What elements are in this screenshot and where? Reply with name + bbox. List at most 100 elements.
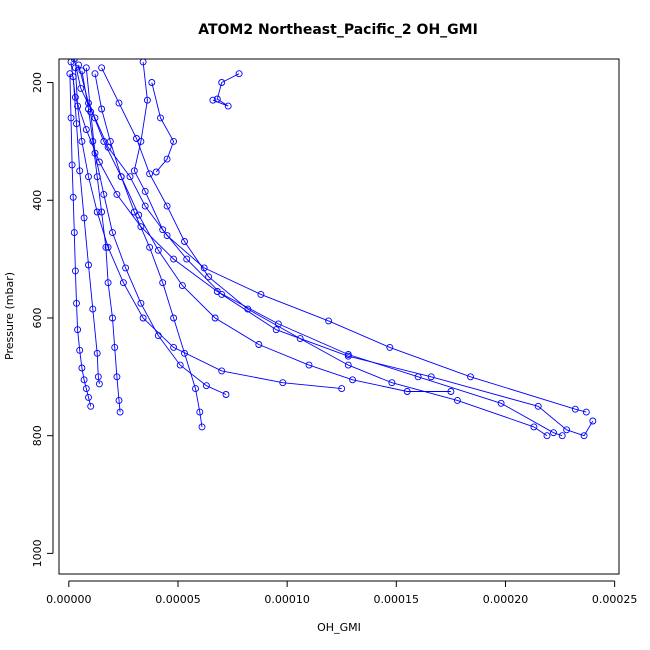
data-point (427, 373, 435, 381)
series-6 (98, 64, 551, 440)
data-point (122, 264, 130, 272)
data-point (119, 279, 127, 287)
data-point (159, 226, 167, 234)
data-point (91, 70, 99, 78)
data-point (272, 326, 280, 334)
series-12 (69, 73, 103, 388)
series-line (74, 67, 342, 390)
data-point (141, 202, 149, 210)
series-11 (91, 70, 206, 431)
data-point (85, 261, 92, 269)
y-tick-label: 1000 (31, 539, 44, 567)
data-point (218, 367, 226, 375)
data-point (69, 193, 77, 201)
data-point (447, 388, 455, 395)
data-point (104, 279, 112, 287)
data-point (85, 173, 92, 181)
data-point (98, 208, 106, 216)
data-point (211, 314, 219, 322)
data-point (181, 238, 188, 245)
y-axis-label: Pressure (mbar) (3, 272, 16, 360)
data-point (94, 373, 102, 381)
data-point (196, 408, 204, 416)
series-line (81, 70, 121, 413)
data-point (157, 114, 164, 122)
data-point (126, 173, 134, 181)
data-point (67, 59, 75, 66)
data-point (170, 137, 178, 145)
data-point (95, 158, 103, 166)
x-tick-label: 0.00005 (155, 593, 201, 606)
data-point (67, 114, 75, 122)
data-point (73, 120, 80, 128)
data-point (550, 429, 557, 437)
data-point (87, 402, 95, 410)
data-point (205, 273, 213, 281)
data-point (111, 343, 119, 351)
series-line (212, 73, 240, 107)
data-point (244, 305, 252, 313)
data-point (137, 223, 145, 231)
data-point (170, 314, 178, 322)
data-point (148, 79, 156, 86)
data-point (78, 137, 86, 145)
data-point (571, 405, 579, 413)
y-tick-label: 600 (31, 308, 44, 329)
data-point (170, 343, 178, 351)
data-point (530, 423, 538, 431)
data-point (113, 190, 121, 198)
data-point (116, 408, 124, 416)
series-line (133, 61, 594, 437)
data-point (68, 161, 76, 169)
data-point (85, 393, 92, 401)
data-point (344, 352, 352, 360)
data-point (109, 229, 116, 237)
series-line (101, 67, 548, 437)
series-13 (82, 64, 230, 398)
data-point (235, 70, 243, 78)
data-point (100, 137, 108, 145)
data-point (163, 232, 171, 240)
data-point (255, 341, 263, 348)
data-point (274, 320, 282, 328)
data-point (386, 343, 394, 351)
data-point (87, 108, 95, 116)
series-line (69, 73, 92, 407)
data-point (338, 385, 346, 393)
series-9 (66, 70, 95, 410)
data-point (202, 382, 210, 390)
data-point (130, 208, 138, 216)
data-point (71, 267, 79, 275)
data-point (467, 373, 474, 381)
data-point (296, 335, 304, 343)
data-point (218, 290, 226, 298)
data-point (115, 396, 123, 404)
data-point (80, 214, 88, 222)
data-point (209, 96, 217, 104)
data-point (100, 190, 108, 198)
x-tick-label: 0.00020 (483, 593, 529, 606)
data-point (580, 432, 588, 440)
data-point (563, 426, 571, 434)
series-line (151, 82, 175, 173)
data-point (98, 105, 106, 113)
series-layer (66, 59, 597, 440)
data-point (218, 79, 226, 86)
data-point (257, 290, 265, 298)
y-tick-label: 400 (31, 190, 44, 211)
y-tick-label: 200 (31, 72, 44, 93)
data-point (74, 326, 82, 334)
data-point (159, 279, 167, 287)
series-line (94, 73, 203, 427)
data-point (109, 314, 116, 322)
data-point (91, 149, 99, 157)
series-7 (209, 70, 243, 110)
data-point (146, 243, 154, 251)
data-point (74, 102, 82, 110)
data-point (558, 432, 566, 440)
data-point (104, 243, 112, 251)
data-point (82, 126, 90, 134)
data-point (582, 408, 590, 416)
data-point (133, 135, 140, 142)
